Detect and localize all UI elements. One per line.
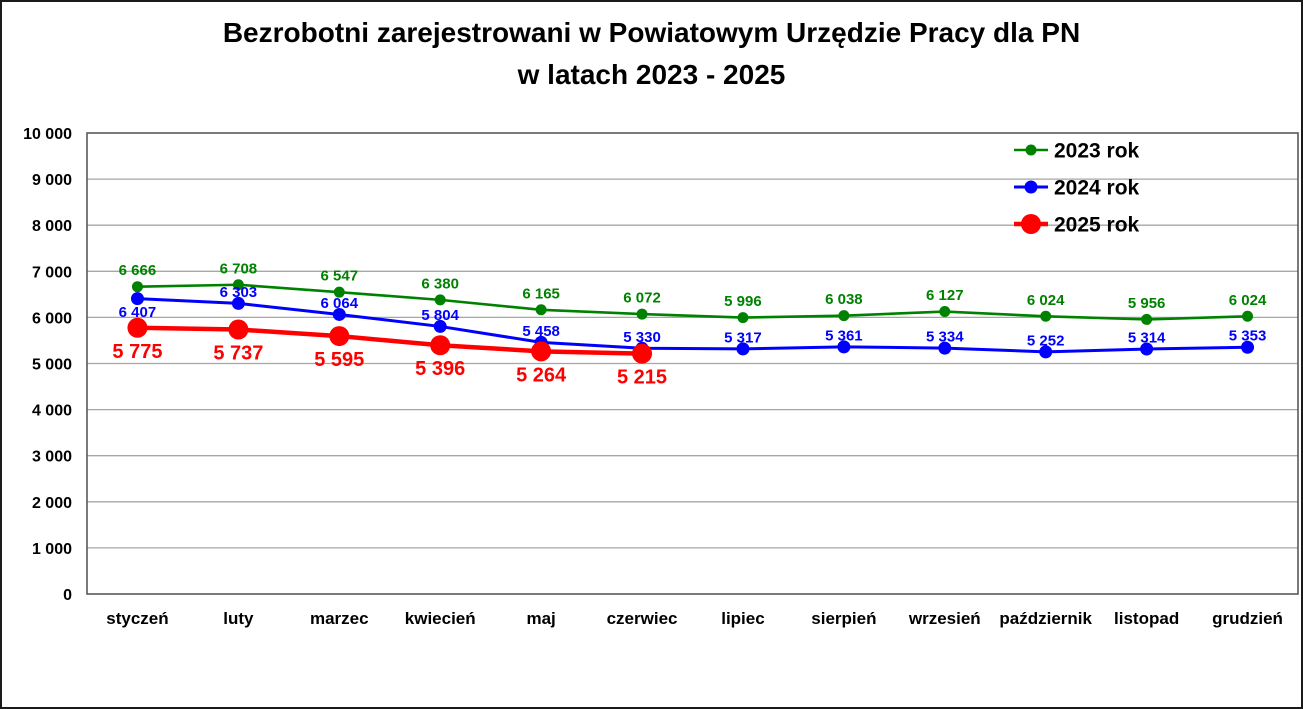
y-axis-tick-label: 1 000 — [32, 541, 72, 558]
y-axis-tick-label: 5 000 — [32, 357, 72, 374]
x-axis-tick-label: styczeń — [106, 609, 168, 628]
data-label: 5 330 — [623, 329, 661, 346]
y-axis-tick-label: 3 000 — [32, 449, 72, 466]
data-point — [329, 326, 350, 347]
plot-border — [86, 132, 1299, 595]
y-axis-tick-label: 7 000 — [32, 264, 72, 281]
data-point — [636, 308, 648, 320]
data-label: 6 038 — [825, 291, 863, 308]
chart-title-line2: w latach 2023 - 2025 — [517, 59, 786, 90]
x-axis-tick-label: maj — [526, 609, 555, 628]
data-label: 5 361 — [825, 327, 863, 344]
data-label: 6 407 — [119, 304, 157, 321]
data-label: 6 165 — [522, 285, 560, 302]
series-line-2023-rok — [137, 283, 1248, 321]
legend-marker — [1021, 214, 1041, 234]
data-label: 6 666 — [119, 262, 157, 279]
data-label: 5 314 — [1128, 330, 1166, 347]
y-axis-tick-label: 10 000 — [23, 126, 72, 143]
data-label: 5 215 — [617, 367, 667, 389]
data-point — [433, 319, 447, 333]
x-axis-tick-label: luty — [223, 609, 254, 628]
data-label: 5 264 — [516, 364, 567, 386]
x-axis-tick-label: wrzesień — [908, 609, 981, 628]
data-label: 5 595 — [314, 349, 364, 371]
data-label: 6 547 — [321, 268, 359, 285]
data-label: 5 317 — [724, 329, 762, 346]
data-point — [231, 296, 245, 310]
chart-title: Bezrobotni zarejestrowani w Powiatowym U… — [2, 12, 1301, 96]
legend-marker — [1025, 144, 1037, 156]
x-axis-tick-label: marzec — [310, 609, 369, 628]
data-label: 5 334 — [926, 329, 964, 346]
legend-label: 2023 rok — [1054, 140, 1140, 163]
data-point — [228, 319, 249, 340]
data-label: 5 996 — [724, 293, 762, 310]
x-axis-tick-label: kwiecień — [405, 609, 476, 628]
data-point — [1140, 342, 1154, 356]
data-point — [130, 292, 144, 306]
data-label: 5 804 — [421, 307, 459, 324]
legend-label: 2025 rok — [1054, 214, 1140, 237]
data-label: 6 708 — [220, 260, 258, 277]
data-point — [434, 294, 446, 306]
legend-label: 2024 rok — [1054, 177, 1140, 200]
x-axis-tick-label: czerwiec — [607, 609, 678, 628]
y-axis-tick-label: 6 000 — [32, 310, 72, 327]
data-label: 5 775 — [112, 341, 162, 363]
data-point — [938, 341, 952, 355]
data-label: 6 024 — [1229, 292, 1267, 309]
data-label: 6 380 — [421, 275, 459, 292]
legend-item-2025-rok: 2025 rok — [1014, 214, 1140, 237]
data-label: 5 353 — [1229, 328, 1267, 345]
data-label: 5 458 — [522, 323, 560, 340]
data-label: 5 737 — [213, 343, 263, 365]
y-axis-tick-label: 2 000 — [32, 495, 72, 512]
y-axis-tick-label: 4 000 — [32, 403, 72, 420]
data-label: 5 956 — [1128, 295, 1166, 312]
data-label: 6 072 — [623, 290, 661, 307]
data-point — [837, 340, 851, 354]
legend-item-2024-rok: 2024 rok — [1014, 177, 1140, 200]
data-point — [736, 342, 750, 356]
data-point — [838, 310, 850, 322]
data-label: 6 303 — [220, 284, 258, 301]
data-label: 5 252 — [1027, 332, 1065, 349]
y-axis-tick-label: 0 — [63, 587, 72, 604]
data-point — [333, 286, 345, 298]
data-point — [1242, 310, 1254, 322]
data-label: 6 024 — [1027, 292, 1065, 309]
data-point — [127, 317, 148, 338]
legend-item-2023-rok: 2023 rok — [1014, 140, 1140, 163]
legend-marker — [1024, 180, 1038, 194]
data-point — [535, 304, 547, 316]
series-line-2024-rok — [137, 297, 1248, 354]
data-point — [531, 341, 552, 362]
data-label: 6 064 — [321, 295, 359, 312]
data-point — [232, 279, 244, 291]
data-label: 6 127 — [926, 287, 964, 304]
data-point — [1039, 345, 1053, 359]
data-point — [939, 306, 951, 318]
data-point — [332, 307, 346, 321]
data-point — [1241, 340, 1255, 354]
data-point — [1141, 313, 1153, 325]
data-point — [131, 281, 143, 293]
chart-title-line1: Bezrobotni zarejestrowani w Powiatowym U… — [222, 17, 1081, 48]
data-point — [737, 312, 749, 324]
data-point — [1040, 310, 1052, 322]
series-line-2025-rok — [137, 325, 643, 356]
data-point — [430, 335, 451, 356]
x-axis-tick-label: październik — [999, 609, 1092, 628]
x-axis-tick-label: grudzień — [1212, 609, 1283, 628]
y-axis-tick-label: 8 000 — [32, 218, 72, 235]
data-label: 5 396 — [415, 358, 465, 380]
data-point — [632, 343, 653, 364]
x-axis-tick-label: sierpień — [811, 609, 876, 628]
x-axis-tick-label: listopad — [1114, 609, 1179, 628]
y-axis-tick-label: 9 000 — [32, 172, 72, 189]
x-axis-tick-label: lipiec — [721, 609, 764, 628]
